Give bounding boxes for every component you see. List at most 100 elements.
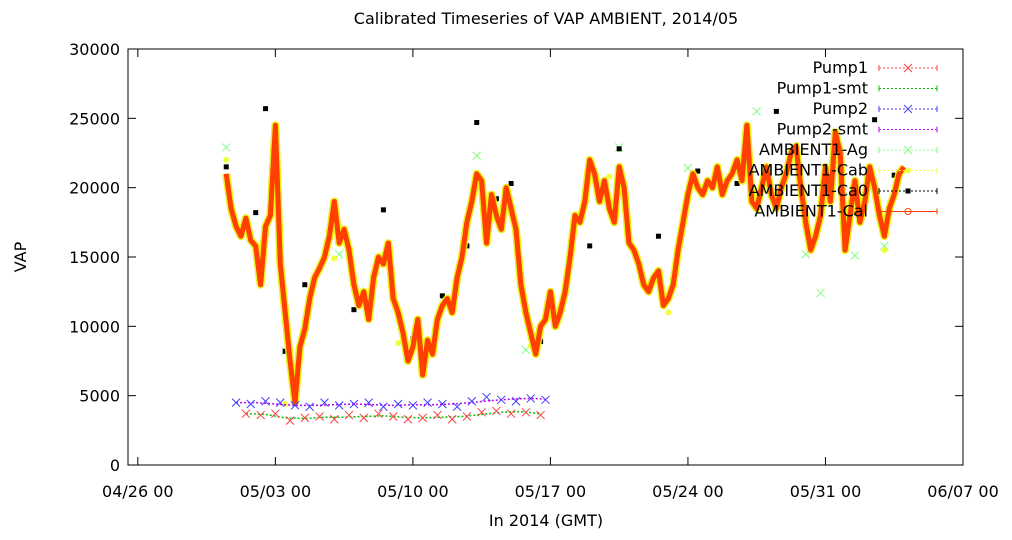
legend-label: Pump1 bbox=[813, 58, 868, 77]
data-point bbox=[374, 409, 383, 419]
y-tick-label: 25000 bbox=[69, 109, 120, 128]
data-point bbox=[253, 210, 259, 216]
data-point bbox=[872, 117, 878, 123]
data-point bbox=[359, 413, 369, 423]
data-point bbox=[655, 233, 661, 239]
legend-label: AMBIENT1-Cal bbox=[754, 202, 868, 221]
legend-label: AMBIENT1-Cab bbox=[749, 161, 868, 180]
y-tick-label: 10000 bbox=[69, 317, 120, 336]
x-tick-label: 05/24 00 bbox=[652, 482, 724, 501]
data-point bbox=[439, 293, 445, 299]
data-point bbox=[334, 401, 344, 410]
series-pump2 bbox=[231, 392, 550, 412]
data-point bbox=[223, 164, 229, 170]
data-point bbox=[905, 167, 911, 174]
series-layer bbox=[221, 106, 908, 425]
legend-label: AMBIENT1-Ag bbox=[759, 140, 868, 159]
data-point bbox=[880, 241, 889, 251]
legend-item-pump2: Pump2 bbox=[813, 99, 938, 118]
data-point bbox=[320, 398, 329, 407]
data-point bbox=[364, 398, 374, 407]
data-point bbox=[511, 396, 521, 406]
data-point bbox=[423, 398, 432, 407]
x-tick-label: 04/26 00 bbox=[102, 482, 174, 501]
legend-item-ambient1-cal: AMBIENT1-Cal bbox=[754, 202, 938, 221]
legend-item-ambient1-cab: AMBIENT1-Cab bbox=[749, 161, 938, 180]
data-point bbox=[474, 119, 480, 125]
data-point bbox=[903, 104, 913, 114]
data-point bbox=[349, 399, 359, 409]
data-point bbox=[850, 251, 860, 260]
data-point bbox=[477, 407, 487, 417]
data-point bbox=[462, 412, 472, 421]
data-point bbox=[329, 414, 339, 424]
data-point bbox=[379, 402, 388, 412]
data-point bbox=[331, 255, 338, 262]
data-point bbox=[302, 282, 308, 288]
data-point bbox=[223, 156, 230, 163]
data-point bbox=[447, 414, 457, 424]
series-line bbox=[223, 122, 907, 406]
data-point bbox=[395, 339, 402, 346]
series-line bbox=[236, 397, 546, 407]
y-axis-label: VAP bbox=[11, 241, 30, 272]
y-tick-label: 15000 bbox=[69, 248, 120, 267]
data-point bbox=[506, 409, 516, 419]
data-point bbox=[275, 398, 285, 407]
axis-ticks: 0 5000 10000 15000 20000 25000 30000 04/26 00 05… bbox=[69, 40, 999, 501]
legend-item-pump1: Pump1 bbox=[813, 58, 938, 77]
series-pump1-smt bbox=[245, 410, 541, 420]
x-tick-label: 05/10 00 bbox=[377, 482, 449, 501]
data-point bbox=[541, 395, 550, 405]
data-point bbox=[315, 412, 324, 421]
data-point bbox=[482, 392, 491, 402]
data-point bbox=[904, 208, 912, 215]
data-point bbox=[300, 413, 310, 423]
data-point bbox=[467, 396, 477, 406]
data-point bbox=[290, 401, 300, 410]
chart-title: Calibrated Timeseries of VAP AMBIENT, 20… bbox=[354, 9, 738, 28]
data-point bbox=[408, 401, 418, 410]
data-point bbox=[388, 412, 398, 421]
data-point bbox=[734, 181, 740, 187]
data-point bbox=[221, 143, 231, 152]
series-line bbox=[245, 410, 541, 420]
data-point bbox=[903, 145, 913, 155]
legend-item-pump1-smt: Pump1-smt bbox=[777, 79, 938, 98]
data-point bbox=[246, 399, 256, 409]
data-point bbox=[536, 410, 545, 420]
x-tick-label: 05/31 00 bbox=[790, 482, 862, 501]
data-point bbox=[380, 207, 386, 213]
data-point bbox=[881, 247, 888, 254]
data-point bbox=[472, 151, 482, 161]
data-point bbox=[270, 409, 280, 419]
legend-label: Pump2-smt bbox=[777, 120, 868, 139]
y-tick-label: 30000 bbox=[69, 40, 120, 59]
y-tick-label: 5000 bbox=[79, 387, 120, 406]
data-point bbox=[905, 188, 911, 194]
legend-label: Pump1-smt bbox=[777, 79, 868, 98]
data-point bbox=[241, 409, 251, 419]
data-point bbox=[433, 410, 442, 420]
data-point bbox=[403, 414, 413, 424]
data-point bbox=[587, 243, 593, 249]
x-tick-label: 05/03 00 bbox=[240, 482, 312, 501]
data-point bbox=[305, 402, 315, 412]
y-tick-label: 0 bbox=[110, 456, 120, 475]
data-point bbox=[492, 406, 501, 416]
data-point bbox=[891, 172, 897, 178]
data-point bbox=[256, 410, 265, 420]
data-point bbox=[752, 107, 762, 116]
data-point bbox=[231, 398, 241, 407]
data-point bbox=[452, 402, 462, 412]
data-point bbox=[437, 399, 447, 409]
data-point bbox=[351, 307, 357, 313]
legend-item-pump2-smt: Pump2-smt bbox=[777, 120, 938, 139]
data-point bbox=[816, 288, 825, 298]
legend-label: Pump2 bbox=[813, 99, 868, 118]
x-axis-label: In 2014 (GMT) bbox=[489, 511, 603, 530]
legend-label: AMBIENT1-Ca0 bbox=[749, 181, 868, 200]
legend-item-ambient1-ag: AMBIENT1-Ag bbox=[759, 140, 938, 159]
